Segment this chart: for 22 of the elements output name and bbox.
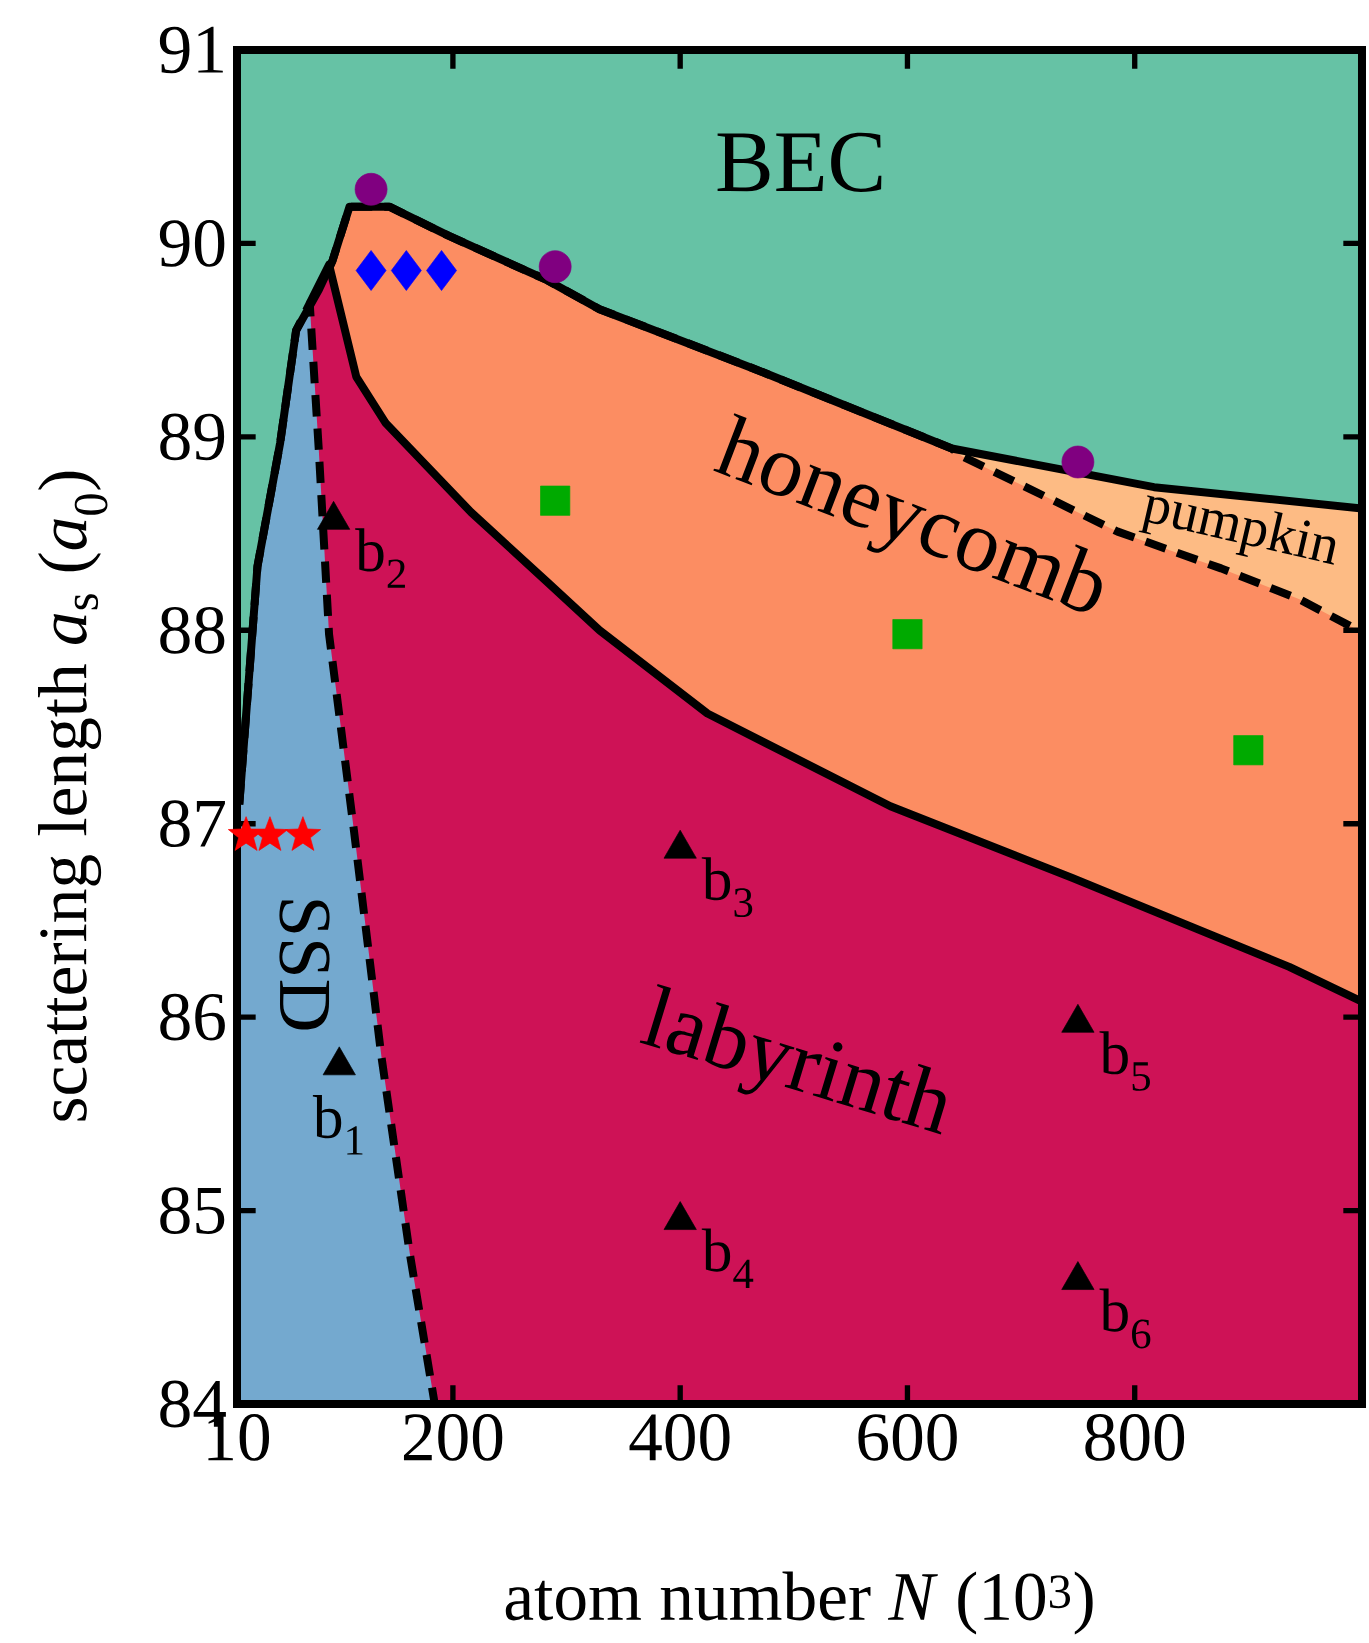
y-tick-label: 89 — [160, 413, 225, 461]
annotation: b$_{3}$ — [701, 857, 753, 918]
y-tick-label: 90 — [159, 220, 225, 267]
annotation: b$_{5}$ — [1099, 1031, 1150, 1091]
y-tick-label: 86 — [160, 993, 225, 1041]
y-tick-label: 87 — [160, 800, 225, 848]
annotation: b$_{6}$ — [1099, 1288, 1151, 1349]
annotation: b$_{1}$ — [312, 1095, 363, 1155]
y-tick-label: 88 — [160, 606, 225, 654]
annotation: SSD — [279, 900, 330, 1030]
y-axis-title: scattering length a$_{s}$ (a$_{0}$) — [38, 471, 108, 1121]
x-tick-label: 800 — [1085, 1414, 1185, 1461]
annotation: pumpkin — [1138, 495, 1336, 565]
y-tick-label: 85 — [160, 1187, 225, 1234]
annotation: b$_{4}$ — [701, 1228, 754, 1288]
y-tick-label: 91 — [159, 26, 223, 74]
annotation: BEC — [717, 132, 882, 192]
x-tick-label: 200 — [403, 1414, 503, 1461]
x-tick-label: 400 — [629, 1414, 730, 1461]
annotation: b$_{2}$ — [355, 528, 405, 588]
x-axis-title: atom number N (10$^{3}$) — [505, 1571, 1093, 1635]
x-tick-label: 600 — [858, 1414, 957, 1461]
